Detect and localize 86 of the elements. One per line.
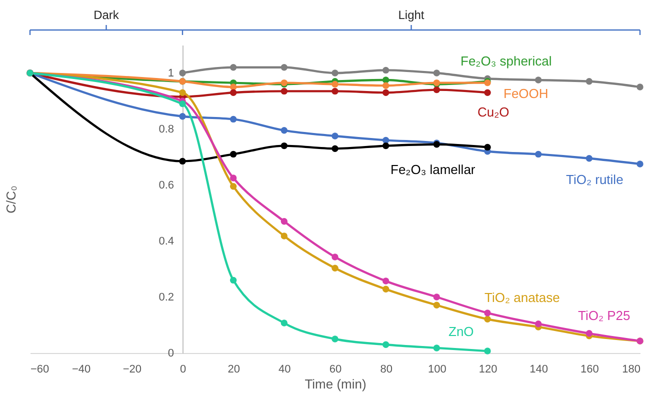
- point: [230, 150, 237, 158]
- point: [230, 276, 237, 284]
- x-tick-label: −40: [72, 364, 91, 376]
- point: [484, 316, 491, 322]
- y-tick-label: 0.2: [158, 292, 174, 304]
- point: [332, 80, 338, 88]
- x-tick-label: 20: [228, 364, 240, 376]
- point: [433, 344, 440, 352]
- point: [382, 142, 390, 150]
- series-label: Fe₂O₃ lamellar: [390, 162, 476, 178]
- x-tick-label: 180: [622, 364, 640, 376]
- point: [280, 320, 288, 326]
- point: [280, 232, 288, 240]
- x-tick-label: 80: [380, 364, 392, 376]
- y-tick-label: 0.4: [158, 236, 174, 248]
- point: [382, 286, 390, 293]
- point: [179, 100, 186, 108]
- y-axis-title: C/C₀: [4, 186, 18, 214]
- series-label: TiO₂ rutile: [566, 172, 624, 187]
- point: [332, 70, 338, 76]
- point: [332, 336, 338, 342]
- point: [230, 116, 237, 123]
- x-tick-label: −60: [30, 364, 50, 376]
- x-tick-label: 140: [530, 364, 548, 376]
- y-tick-label: 0.6: [158, 180, 174, 192]
- point: [433, 302, 440, 308]
- point: [230, 174, 237, 182]
- x-tick-label: 60: [329, 364, 342, 376]
- point: [280, 127, 288, 134]
- y-tick-label: 1: [168, 68, 174, 80]
- point: [586, 78, 593, 85]
- point: [382, 341, 390, 348]
- x-tick-label: 160: [580, 364, 599, 376]
- point: [332, 264, 338, 272]
- point: [534, 76, 542, 84]
- point: [280, 88, 288, 95]
- point: [230, 64, 237, 71]
- point: [230, 84, 237, 90]
- point: [586, 155, 593, 162]
- point: [179, 89, 186, 96]
- x-tick-label: 40: [278, 364, 291, 376]
- x-tick-label: 0: [180, 364, 186, 376]
- point: [484, 89, 491, 96]
- point: [433, 294, 440, 300]
- text: Dark: [94, 8, 120, 22]
- point: [230, 183, 237, 190]
- point: [382, 278, 390, 284]
- point: [280, 218, 288, 225]
- point: [332, 254, 338, 260]
- x-axis-title: Time (min): [304, 376, 366, 392]
- y-tick-label: 0.8: [158, 124, 174, 136]
- series-label: Cu₂O: [478, 104, 510, 120]
- point: [280, 64, 288, 71]
- series-label: TiO₂ anatase: [484, 290, 560, 306]
- point: [332, 145, 338, 152]
- y-tick-label: 0: [168, 348, 174, 360]
- point: [382, 82, 390, 89]
- point: [382, 76, 390, 84]
- point: [534, 150, 542, 158]
- series-label: TiO₂ P25: [578, 308, 630, 323]
- point: [332, 132, 338, 140]
- point: [484, 310, 491, 316]
- x-tick-label: 120: [478, 364, 498, 376]
- point: [179, 158, 186, 165]
- x-tick-label: −20: [122, 364, 142, 376]
- point: [586, 330, 593, 337]
- point: [484, 348, 491, 354]
- point: [636, 84, 644, 90]
- series-label: FeOOH: [504, 86, 548, 101]
- x-tick-label: 100: [428, 364, 446, 376]
- point: [534, 320, 542, 328]
- point: [332, 88, 338, 95]
- point: [382, 136, 390, 144]
- point: [179, 113, 186, 120]
- series-label: ZnO: [448, 324, 474, 340]
- point: [636, 160, 644, 168]
- point: [179, 70, 186, 76]
- point: [484, 144, 491, 151]
- point: [382, 66, 390, 74]
- point: [433, 70, 440, 76]
- point: [280, 142, 288, 150]
- point: [382, 89, 390, 96]
- series-label: Fe₂O₃ spherical: [460, 53, 552, 68]
- point: [433, 86, 440, 94]
- point: [230, 89, 237, 96]
- text: Light: [398, 8, 425, 22]
